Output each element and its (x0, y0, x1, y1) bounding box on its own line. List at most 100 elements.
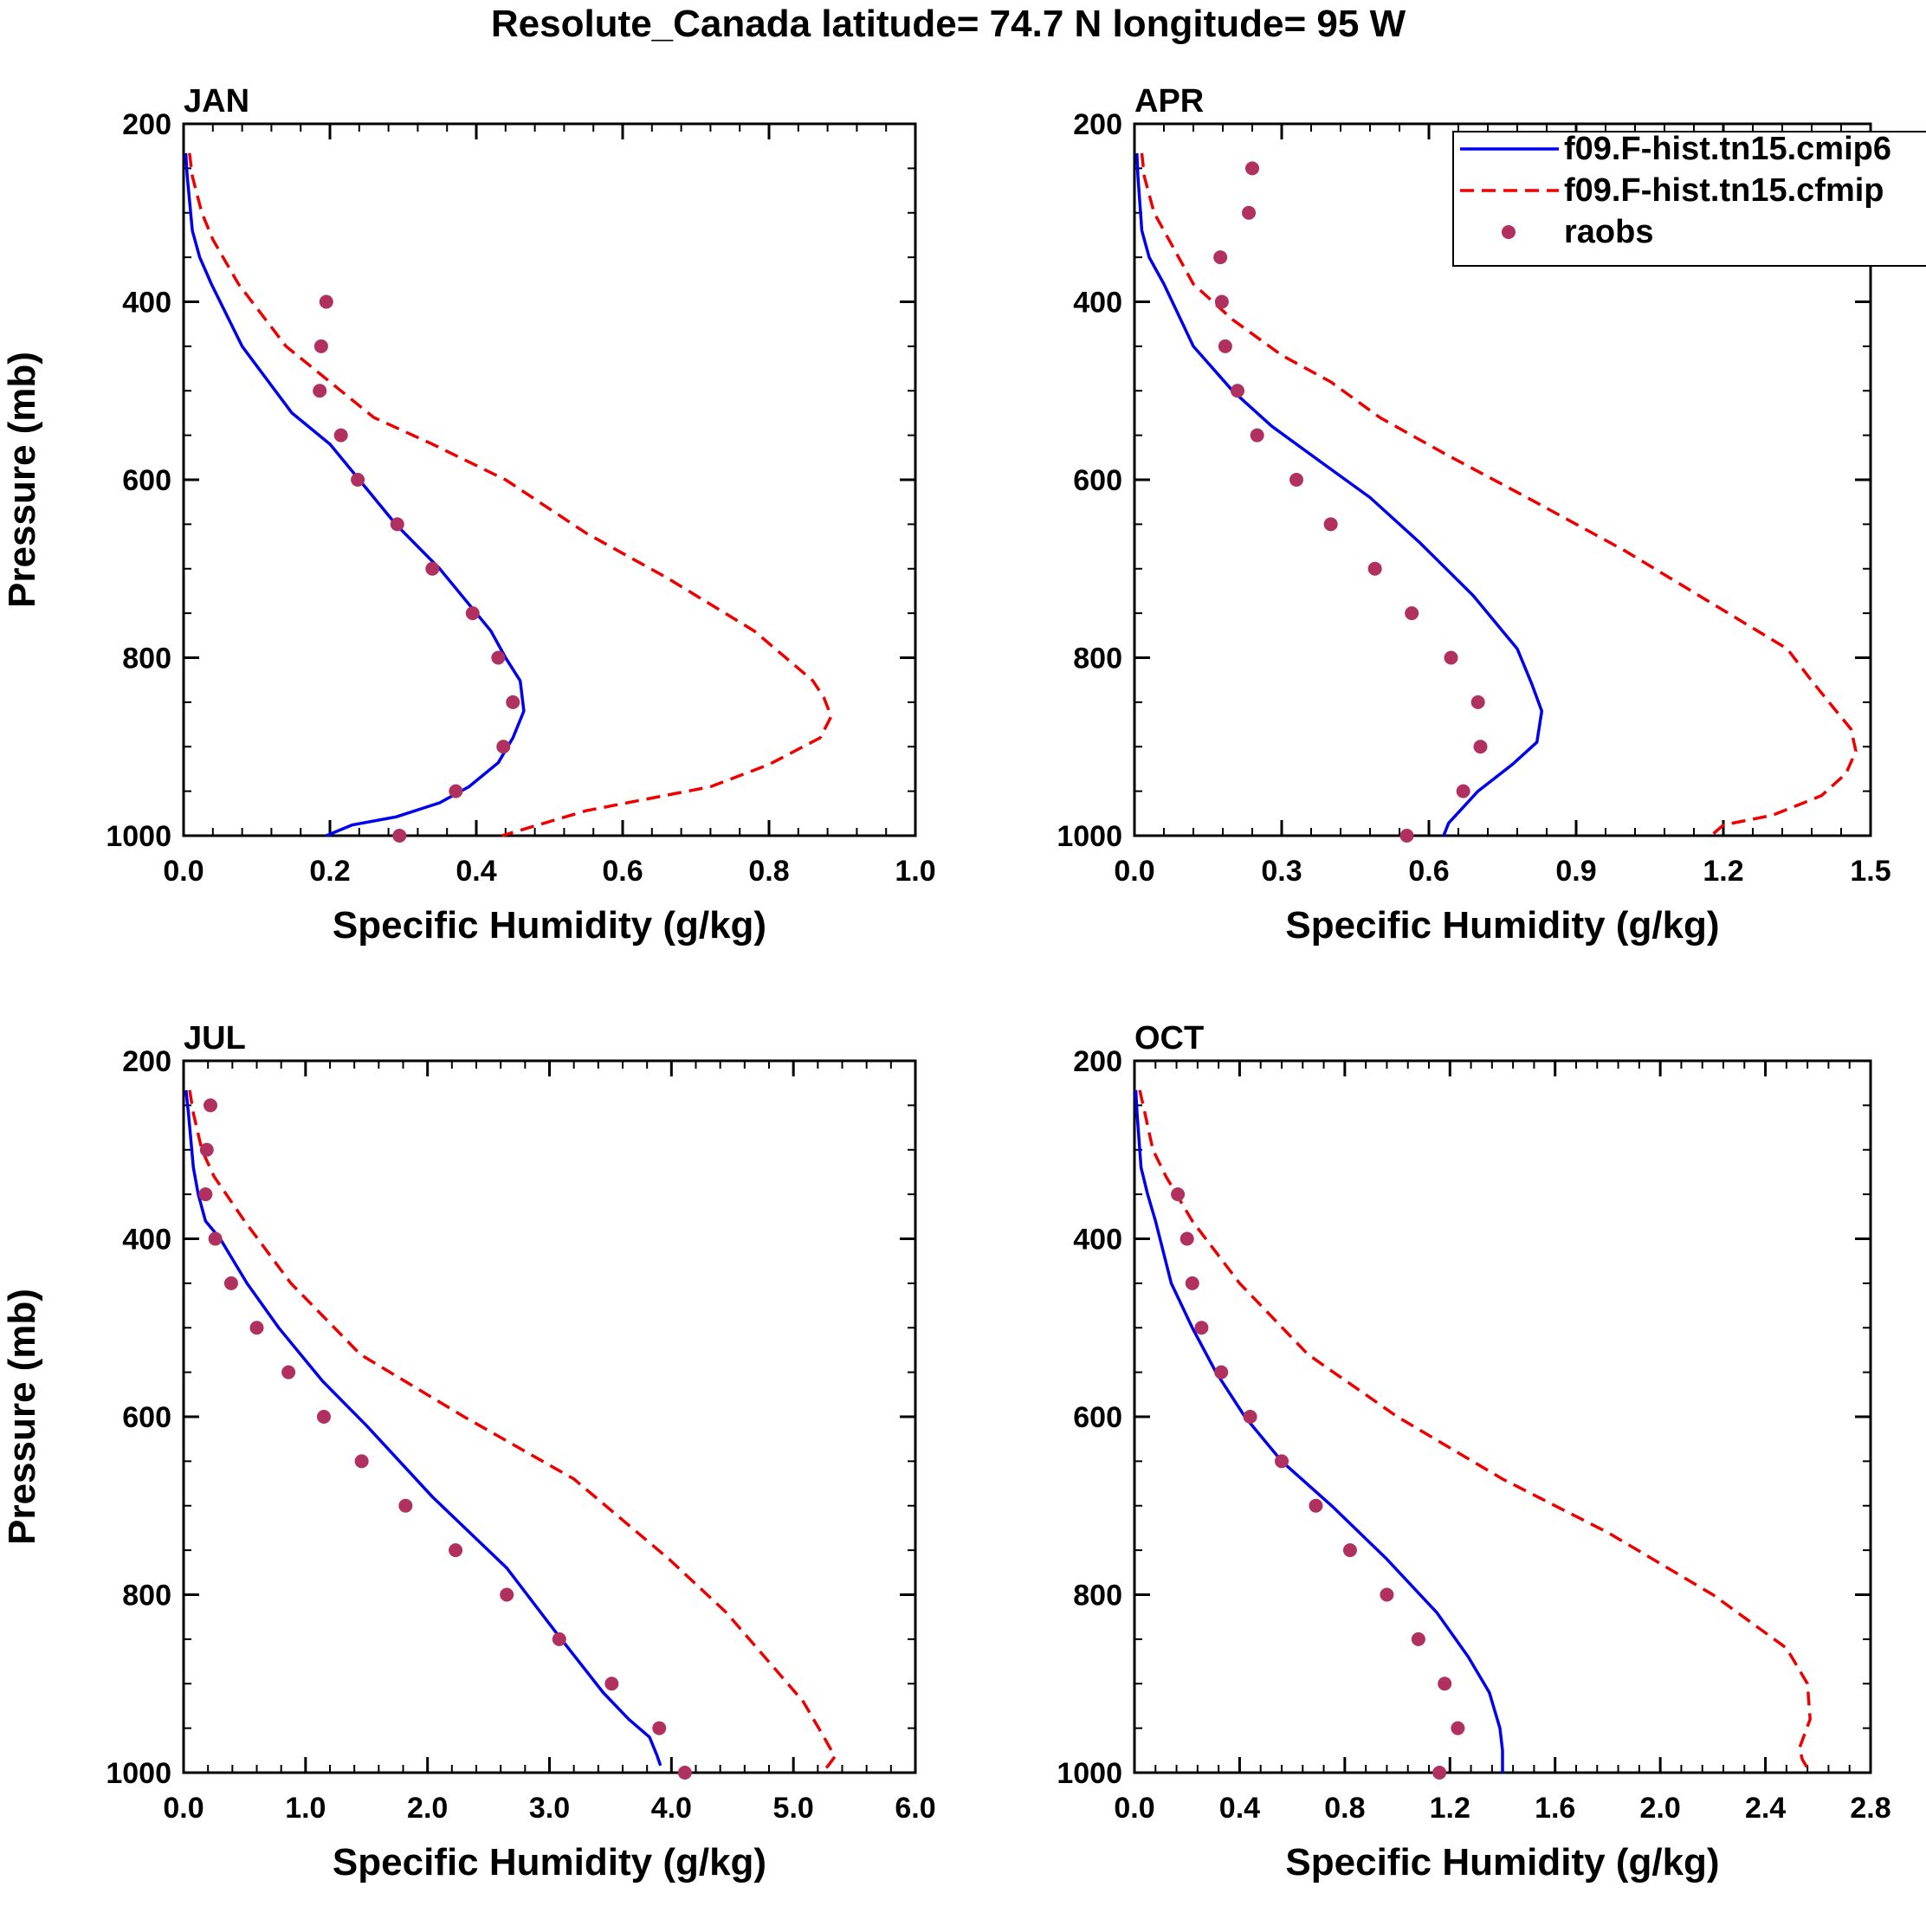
raobs-point (390, 517, 404, 532)
raobs-point (1180, 1231, 1194, 1246)
cmip6-line (1135, 152, 1544, 837)
legend-label: raobs (1564, 214, 1653, 250)
x-axis-label: Specific Humidity (g/kg) (333, 1841, 766, 1884)
cfmip-line (1138, 1089, 1812, 1769)
raobs-point (449, 1543, 463, 1558)
raobs-point (465, 606, 480, 621)
raobs-point (1367, 561, 1382, 576)
raobs-point (208, 1231, 223, 1246)
y-tick-label: 400 (1073, 1224, 1122, 1257)
x-tick-label: 1.2 (1430, 1792, 1470, 1825)
raobs-point (392, 829, 407, 843)
x-tick-label: 0.9 (1555, 855, 1596, 888)
x-tick-label: 0.0 (1114, 855, 1154, 888)
y-tick-label: 200 (1073, 1045, 1122, 1078)
raobs-point (604, 1677, 619, 1691)
raobs-point (496, 740, 511, 754)
raobs-point (1214, 294, 1229, 309)
y-tick-label: 400 (122, 1224, 171, 1257)
raobs-point (1243, 1410, 1257, 1424)
raobs-point (1185, 1276, 1199, 1290)
raobs-point (249, 1321, 264, 1335)
y-tick-label: 800 (122, 1580, 171, 1612)
y-tick-label: 800 (1073, 643, 1122, 675)
raobs-point (198, 1187, 213, 1202)
raobs-point (1473, 740, 1488, 754)
raobs-point (1399, 829, 1414, 843)
x-axis-label: Specific Humidity (g/kg) (333, 904, 766, 947)
raobs-point (491, 650, 506, 665)
legend-swatch-raobs (1502, 225, 1516, 239)
raobs-point (652, 1721, 667, 1735)
raobs-point (1289, 473, 1303, 487)
raobs-point (500, 1587, 514, 1602)
y-tick-label: 200 (122, 1045, 171, 1078)
panel-title: OCT (1134, 1020, 1204, 1056)
cfmip-line (188, 1089, 837, 1774)
plot-frame (182, 1059, 917, 1774)
raobs-point (1470, 695, 1485, 709)
x-tick-label: 3.0 (529, 1792, 570, 1825)
cmip6-line (184, 152, 526, 837)
x-tick-label: 0.3 (1261, 855, 1302, 888)
raobs-point (506, 695, 520, 709)
y-tick-label: 400 (122, 287, 171, 320)
x-tick-label: 0.6 (1408, 855, 1449, 888)
legend: f09.F-hist.tn15.cmip6 f09.F-hist.tn15.cfm… (1452, 131, 1926, 267)
y-tick-label: 800 (1073, 1580, 1122, 1612)
raobs-point (1432, 1766, 1447, 1780)
raobs-point (1231, 384, 1244, 398)
raobs-point (1213, 250, 1228, 265)
panel-title: APR (1134, 83, 1204, 120)
panel-title: JUL (184, 1020, 246, 1056)
raobs-point (1380, 1587, 1394, 1602)
x-tick-label: 0.0 (1114, 1792, 1154, 1825)
raobs-point (1275, 1454, 1289, 1469)
raobs-point (1438, 1677, 1452, 1691)
y-tick-label: 600 (122, 464, 171, 497)
cmip6-line (1134, 1089, 1504, 1773)
raobs-point (1456, 784, 1470, 798)
y-axis-label: Pressure (mb) (1, 352, 43, 608)
x-tick-label: 1.0 (285, 1792, 326, 1825)
raobs-point (1411, 1632, 1425, 1646)
raobs-point (319, 294, 333, 309)
raobs-point (552, 1632, 566, 1646)
raobs-point (1171, 1187, 1186, 1202)
raobs-point (1342, 1543, 1357, 1558)
raobs-point (316, 1410, 331, 1424)
x-tick-label: 4.0 (651, 1792, 692, 1825)
x-tick-label: 2.8 (1850, 1792, 1890, 1825)
raobs-point (313, 339, 328, 353)
y-tick-label: 600 (1073, 464, 1122, 497)
raobs-point (1218, 339, 1232, 353)
raobs-point (425, 561, 440, 576)
raobs-point (199, 1142, 214, 1157)
raobs-point (398, 1498, 413, 1513)
raobs-point (1245, 161, 1259, 176)
x-tick-label: 2.0 (1640, 1792, 1681, 1825)
x-tick-label: 1.2 (1703, 855, 1743, 888)
y-tick-label: 1000 (1057, 1757, 1122, 1790)
raobs-point (677, 1766, 692, 1780)
raobs-point (1194, 1321, 1209, 1335)
raobs-point (1250, 428, 1264, 443)
x-tick-label: 2.0 (407, 1792, 448, 1825)
raobs-point (1444, 650, 1458, 665)
x-tick-label: 0.8 (1324, 1792, 1365, 1825)
y-tick-label: 1000 (106, 1757, 171, 1790)
raobs-point (333, 428, 348, 443)
x-tick-label: 1.0 (895, 855, 935, 888)
y-tick-label: 400 (1073, 287, 1122, 320)
x-tick-label: 6.0 (895, 1792, 935, 1825)
raobs-point (203, 1098, 217, 1113)
cmip6-line (184, 1089, 662, 1767)
raobs-point (449, 784, 463, 798)
y-tick-label: 200 (1073, 108, 1122, 141)
y-tick-label: 600 (122, 1401, 171, 1434)
